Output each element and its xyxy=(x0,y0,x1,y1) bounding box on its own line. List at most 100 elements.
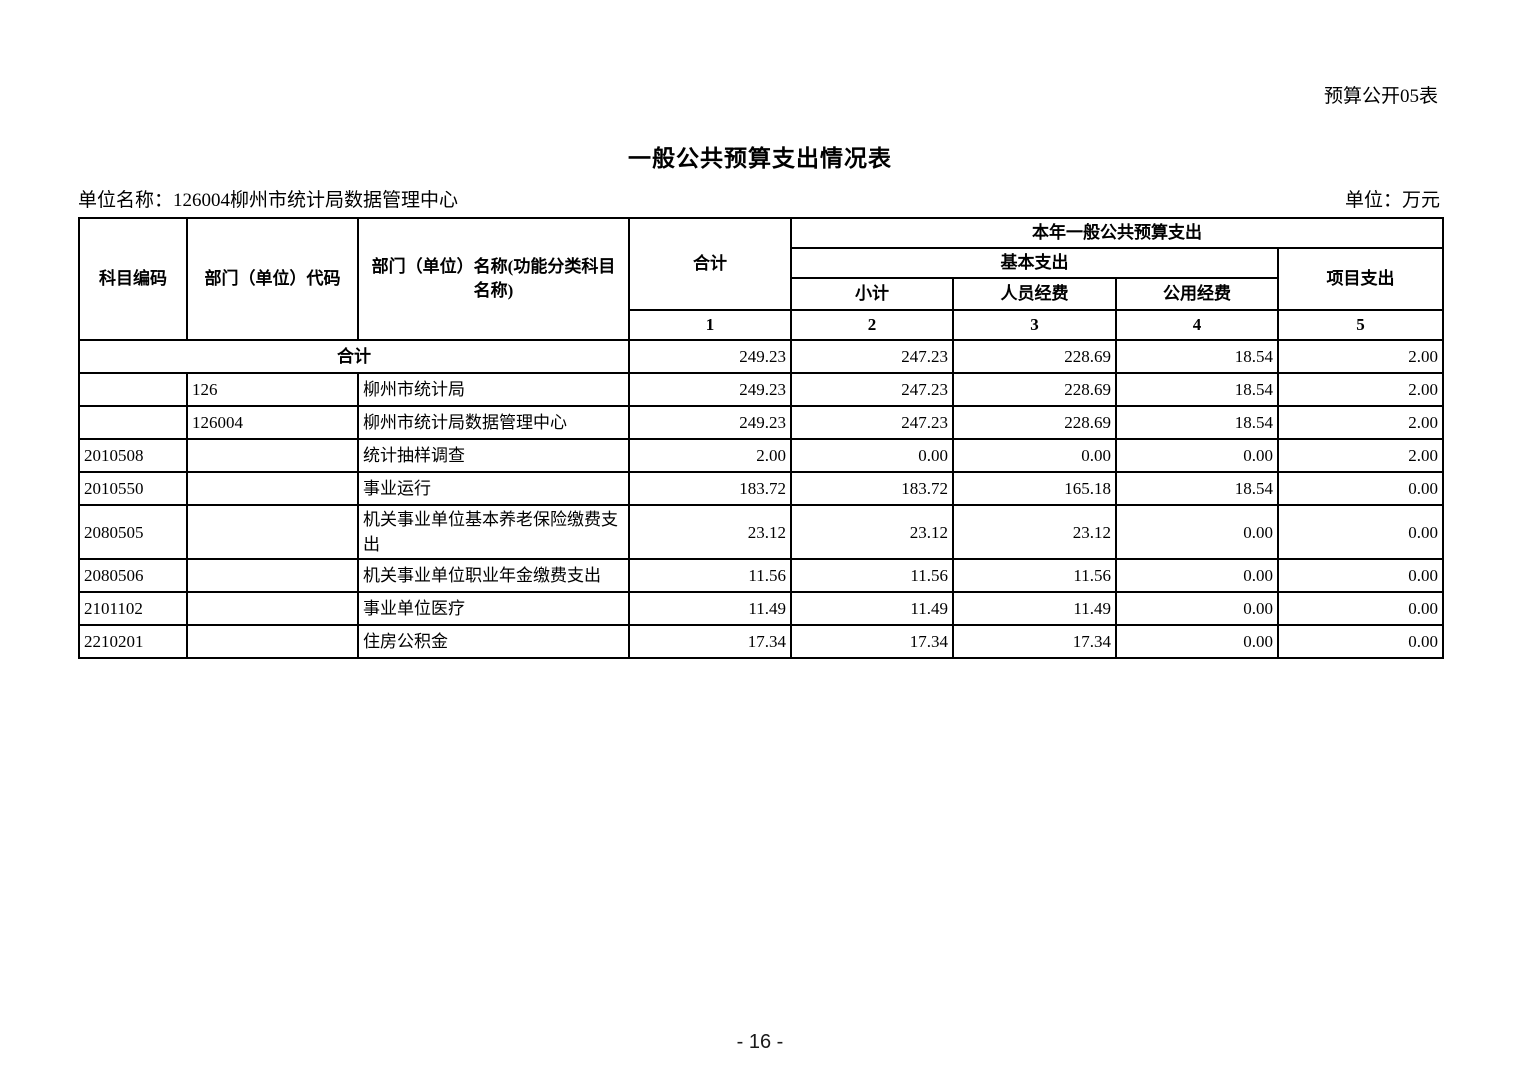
table-row: 2080506 机关事业单位职业年金缴费支出 11.56 11.56 11.56 0.00… xyxy=(78,558,1444,593)
table-row: 2101102 事业单位医疗 11.49 11.49 11.49 0.00 0.00 xyxy=(78,591,1444,626)
table-row: 2210201 住房公积金 17.34 17.34 17.34 0.00 0.00 xyxy=(78,624,1444,659)
dept-code-cell xyxy=(186,591,359,626)
name-cell: 机关事业单位基本养老保险缴费支出 xyxy=(357,504,630,560)
value-cell: 18.54 xyxy=(1115,405,1279,440)
total-row: 合计 249.23 247.23 228.69 18.54 2.00 xyxy=(78,339,1444,374)
table-row: 126 柳州市统计局 249.23 247.23 228.69 18.54 2.00 xyxy=(78,372,1444,407)
value-cell: 23.12 xyxy=(952,504,1117,560)
value-cell: 0.00 xyxy=(952,438,1117,473)
value-cell: 247.23 xyxy=(790,339,954,374)
subject-code-cell: 2010550 xyxy=(78,471,188,506)
value-cell: 183.72 xyxy=(790,471,954,506)
value-cell: 249.23 xyxy=(628,372,792,407)
dept-code-cell: 126004 xyxy=(186,405,359,440)
value-cell: 247.23 xyxy=(790,372,954,407)
header-subject-code: 科目编码 xyxy=(78,217,188,341)
value-cell: 11.56 xyxy=(790,558,954,593)
dept-code-cell xyxy=(186,438,359,473)
value-cell: 17.34 xyxy=(790,624,954,659)
value-cell: 0.00 xyxy=(1277,504,1444,560)
value-cell: 0.00 xyxy=(1277,591,1444,626)
value-cell: 0.00 xyxy=(1115,438,1279,473)
table-header: 科目编码 部门（单位）代码 部门（单位）名称(功能分类科目名称) 合计 本年一般… xyxy=(78,217,1444,341)
header-dept-name: 部门（单位）名称(功能分类科目名称) xyxy=(357,217,630,341)
name-cell: 事业运行 xyxy=(357,471,630,506)
value-cell: 2.00 xyxy=(628,438,792,473)
unit-name-label: 单位名称：126004柳州市统计局数据管理中心 xyxy=(78,190,459,211)
header-total: 合计 xyxy=(628,217,792,311)
value-cell: 11.56 xyxy=(952,558,1117,593)
value-cell: 247.23 xyxy=(790,405,954,440)
dept-code-cell xyxy=(186,624,359,659)
value-cell: 23.12 xyxy=(790,504,954,560)
dept-code-cell: 126 xyxy=(186,372,359,407)
name-cell: 柳州市统计局数据管理中心 xyxy=(357,405,630,440)
header-public-funds: 公用经费 xyxy=(1115,277,1279,311)
value-cell: 0.00 xyxy=(1277,471,1444,506)
header-personnel-funds: 人员经费 xyxy=(952,277,1117,311)
value-cell: 11.56 xyxy=(628,558,792,593)
header-row-1: 科目编码 部门（单位）代码 部门（单位）名称(功能分类科目名称) 合计 本年一般… xyxy=(78,217,1444,341)
header-subtotal: 小计 xyxy=(790,277,954,311)
name-cell: 事业单位医疗 xyxy=(357,591,630,626)
value-cell: 11.49 xyxy=(790,591,954,626)
value-cell: 17.34 xyxy=(628,624,792,659)
subject-code-cell xyxy=(78,405,188,440)
value-cell: 2.00 xyxy=(1277,405,1444,440)
value-cell: 2.00 xyxy=(1277,372,1444,407)
header-project-expenditure: 项目支出 xyxy=(1277,247,1444,311)
dept-code-cell xyxy=(186,471,359,506)
page-title: 一般公共预算支出情况表 xyxy=(628,146,892,171)
value-cell: 0.00 xyxy=(1115,591,1279,626)
subject-code-cell: 2080506 xyxy=(78,558,188,593)
value-cell: 228.69 xyxy=(952,372,1117,407)
budget-expenditure-table: 科目编码 部门（单位）代码 部门（单位）名称(功能分类科目名称) 合计 本年一般… xyxy=(78,217,1444,659)
header-current-year-expenditure: 本年一般公共预算支出 xyxy=(790,217,1444,249)
meta-row: 单位名称：126004柳州市统计局数据管理中心 单位：万元 xyxy=(78,189,1440,212)
column-number-2: 2 xyxy=(790,309,954,341)
subject-code-cell: 2101102 xyxy=(78,591,188,626)
value-cell: 0.00 xyxy=(1277,558,1444,593)
value-cell: 23.12 xyxy=(628,504,792,560)
value-cell: 11.49 xyxy=(628,591,792,626)
value-cell: 249.23 xyxy=(628,405,792,440)
subject-code-cell xyxy=(78,372,188,407)
dept-code-cell xyxy=(186,504,359,560)
value-cell: 249.23 xyxy=(628,339,792,374)
value-cell: 2.00 xyxy=(1277,438,1444,473)
unit-of-measure-label: 单位：万元 xyxy=(1344,190,1440,211)
header-row-column-numbers: 1 2 3 4 5 xyxy=(79,309,1444,341)
table-body: 合计 249.23 247.23 228.69 18.54 2.00 126 柳州市统计局 24… xyxy=(78,339,1444,659)
name-cell: 住房公积金 xyxy=(357,624,630,659)
value-cell: 0.00 xyxy=(1115,504,1279,560)
column-number-3: 3 xyxy=(952,309,1117,341)
column-number-4: 4 xyxy=(1115,309,1279,341)
name-cell: 机关事业单位职业年金缴费支出 xyxy=(357,558,630,593)
form-number-label: 预算公开05表 xyxy=(1323,86,1438,107)
value-cell: 165.18 xyxy=(952,471,1117,506)
value-cell: 0.00 xyxy=(1115,558,1279,593)
total-label-cell: 合计 xyxy=(78,339,630,374)
value-cell: 18.54 xyxy=(1115,372,1279,407)
value-cell: 18.54 xyxy=(1115,339,1279,374)
name-cell: 统计抽样调查 xyxy=(357,438,630,473)
header-dept-code: 部门（单位）代码 xyxy=(186,217,359,341)
value-cell: 2.00 xyxy=(1277,339,1444,374)
value-cell: 18.54 xyxy=(1115,471,1279,506)
value-cell: 228.69 xyxy=(952,405,1117,440)
table-row: 2010508 统计抽样调查 2.00 0.00 0.00 0.00 2.00 xyxy=(78,438,1444,473)
subject-code-cell: 2010508 xyxy=(78,438,188,473)
table-row: 126004 柳州市统计局数据管理中心 249.23 247.23 228.69 18.5… xyxy=(78,405,1444,440)
header-basic-expenditure: 基本支出 xyxy=(790,247,1279,279)
table-row: 2080505 机关事业单位基本养老保险缴费支出 23.12 23.12 23.12 0.… xyxy=(78,504,1444,560)
header-row-2: 基本支出 项目支出 xyxy=(79,247,1444,311)
column-number-1: 1 xyxy=(628,309,792,341)
value-cell: 228.69 xyxy=(952,339,1117,374)
subject-code-cell: 2080505 xyxy=(78,504,188,560)
value-cell: 17.34 xyxy=(952,624,1117,659)
subject-code-cell: 2210201 xyxy=(78,624,188,659)
column-number-5: 5 xyxy=(1277,309,1444,341)
value-cell: 11.49 xyxy=(952,591,1117,626)
header-row-3: 小计 人员经费 公用经费 xyxy=(79,277,1443,311)
